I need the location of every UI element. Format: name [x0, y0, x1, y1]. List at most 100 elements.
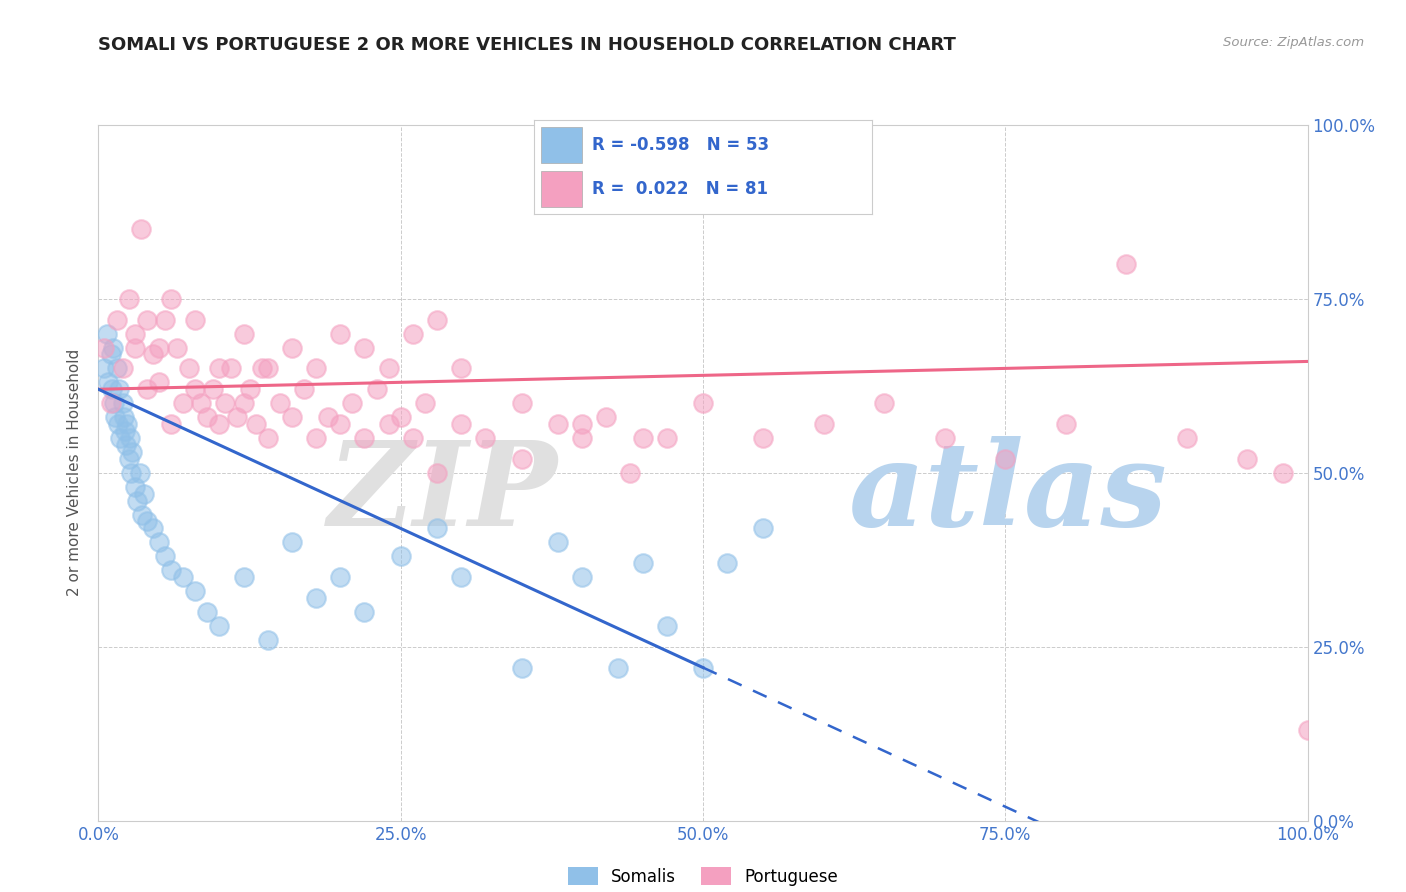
Point [547, 535, 569, 549]
Point [153, 549, 176, 564]
Point [124, 326, 146, 341]
Point [619, 466, 641, 480]
Point [120, 466, 142, 480]
Point [148, 376, 170, 390]
Point [124, 341, 146, 355]
Point [103, 396, 125, 410]
Point [97, 376, 120, 390]
Point [413, 396, 436, 410]
Point [353, 431, 375, 445]
Point [100, 347, 122, 361]
Point [1272, 466, 1295, 480]
Point [239, 382, 262, 396]
Point [214, 396, 236, 410]
Point [571, 570, 593, 584]
Point [172, 570, 194, 584]
Text: Source: ZipAtlas.com: Source: ZipAtlas.com [1223, 36, 1364, 49]
Point [160, 563, 183, 577]
Point [256, 431, 278, 445]
Point [329, 417, 352, 431]
Point [1115, 257, 1137, 271]
Point [607, 660, 630, 674]
Point [716, 556, 738, 570]
Text: ZIP: ZIP [328, 436, 558, 551]
Point [153, 312, 176, 326]
Point [232, 570, 254, 584]
Point [105, 312, 128, 326]
Point [316, 410, 339, 425]
Point [366, 382, 388, 396]
Point [184, 312, 207, 326]
Point [208, 417, 231, 431]
Point [135, 312, 157, 326]
Point [510, 396, 533, 410]
Point [547, 417, 569, 431]
Text: R = -0.598   N = 53: R = -0.598 N = 53 [592, 136, 769, 153]
Text: atlas: atlas [848, 436, 1167, 551]
Point [450, 417, 472, 431]
Point [115, 438, 138, 452]
Point [121, 445, 143, 459]
Point [402, 431, 425, 445]
Bar [541, 171, 582, 207]
Point [107, 417, 129, 431]
Point [96, 326, 118, 341]
Point [474, 431, 496, 445]
Point [389, 410, 412, 425]
Point [510, 451, 533, 466]
Legend: Somalis, Portuguese: Somalis, Portuguese [561, 861, 845, 892]
Point [226, 410, 249, 425]
Point [281, 410, 304, 425]
Point [101, 341, 124, 355]
Point [1296, 723, 1319, 738]
Point [377, 417, 399, 431]
Point [221, 361, 243, 376]
Point [142, 521, 165, 535]
Point [426, 312, 449, 326]
Bar [541, 127, 582, 162]
Point [329, 570, 352, 584]
Point [111, 361, 134, 376]
Point [112, 410, 135, 425]
Point [148, 341, 170, 355]
Point [135, 382, 157, 396]
Point [129, 222, 152, 236]
Point [232, 326, 254, 341]
Point [108, 431, 131, 445]
Point [813, 417, 835, 431]
Point [692, 396, 714, 410]
Text: SOMALI VS PORTUGUESE 2 OR MORE VEHICLES IN HOUSEHOLD CORRELATION CHART: SOMALI VS PORTUGUESE 2 OR MORE VEHICLES … [98, 36, 956, 54]
Point [131, 508, 153, 522]
Point [873, 396, 896, 410]
Point [100, 396, 122, 410]
Point [571, 417, 593, 431]
Point [117, 417, 139, 431]
Point [752, 521, 775, 535]
Point [202, 382, 225, 396]
Point [114, 424, 136, 438]
Point [377, 361, 399, 376]
Point [195, 410, 218, 425]
Point [305, 361, 328, 376]
Point [292, 382, 315, 396]
Point [190, 396, 212, 410]
Point [184, 382, 207, 396]
Point [631, 431, 654, 445]
Point [450, 570, 472, 584]
Point [160, 292, 183, 306]
Point [1236, 451, 1258, 466]
Point [1054, 417, 1077, 431]
Point [353, 341, 375, 355]
Point [426, 521, 449, 535]
Point [655, 431, 678, 445]
Point [108, 382, 131, 396]
Point [329, 326, 352, 341]
Point [269, 396, 291, 410]
Point [128, 466, 150, 480]
Point [124, 480, 146, 494]
Point [342, 396, 364, 410]
Point [305, 591, 328, 605]
Point [631, 556, 654, 570]
Point [245, 417, 267, 431]
Point [111, 396, 134, 410]
